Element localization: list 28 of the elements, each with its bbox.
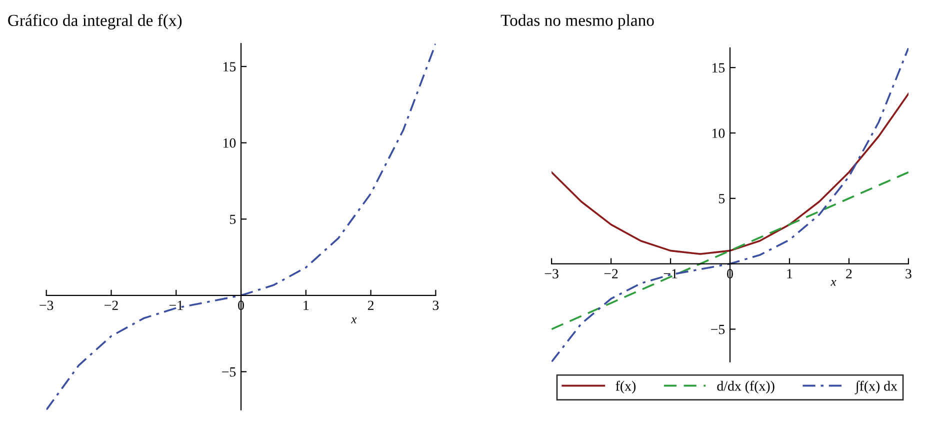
x-tick-label: 1 — [304, 300, 309, 310]
x-tick-label: 2 — [368, 300, 374, 310]
y-tick-label: 15 — [712, 63, 725, 73]
x-tick-label: −1 — [664, 269, 678, 278]
y-tick-label: 5 — [230, 214, 236, 224]
chart-title: Todas no mesmo plano — [500, 14, 654, 30]
x-tick-label: −3 — [544, 269, 558, 278]
x-tick-label: 1 — [787, 269, 792, 278]
x-tick-label: −2 — [104, 300, 118, 310]
y-tick-label: −5 — [711, 324, 725, 334]
y-tick-label: 5 — [719, 194, 725, 204]
x-axis-title: x — [351, 318, 357, 324]
x-tick-label: 3 — [432, 300, 439, 310]
y-tick-label: 10 — [223, 138, 236, 148]
x-axis-title: x — [830, 280, 836, 286]
x-tick-label: 2 — [846, 269, 852, 278]
x-tick-label: −3 — [40, 300, 54, 310]
x-tick-label: −1 — [169, 300, 183, 310]
legend-label: ∫f(x) dx — [854, 380, 898, 394]
x-tick-label: 3 — [906, 269, 912, 278]
chart-title: Gráfico da integral de f(x) — [8, 14, 182, 30]
legend-label: d/dx (f(x)) — [717, 380, 774, 394]
line-series — [552, 92, 908, 255]
y-tick-label: 10 — [712, 128, 725, 138]
y-tick-label: −5 — [222, 367, 236, 377]
legend-label: f(x) — [616, 380, 636, 394]
x-tick-label: −2 — [604, 269, 618, 278]
y-tick-label: 15 — [223, 62, 236, 72]
